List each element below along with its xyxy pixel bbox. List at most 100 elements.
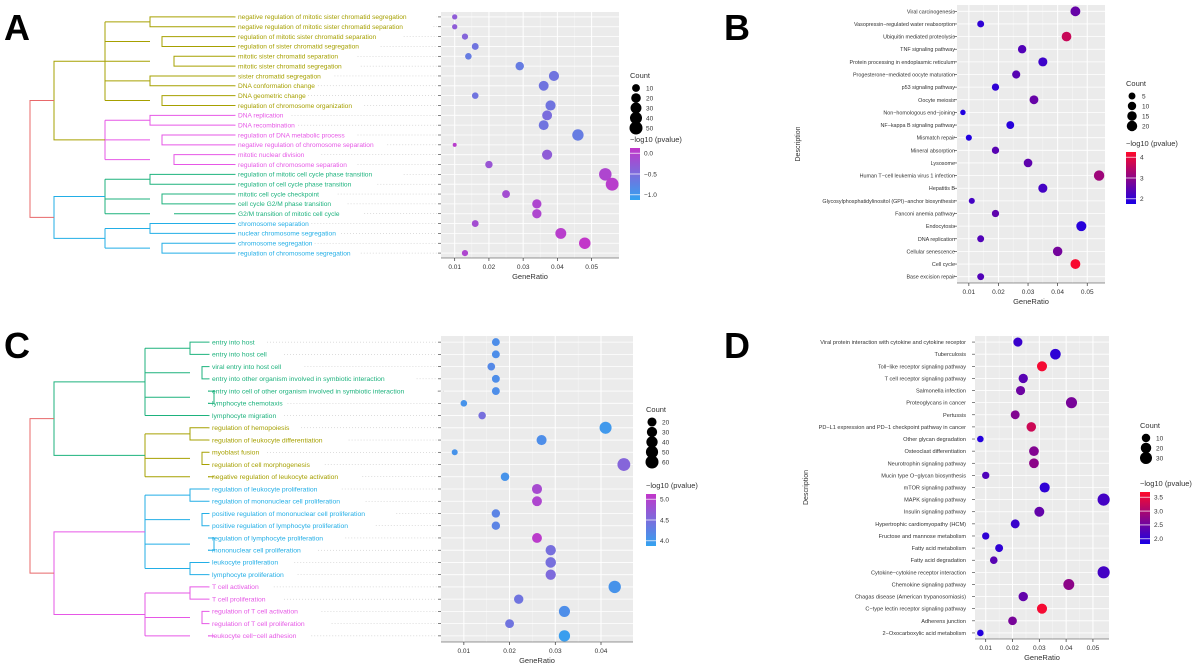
- term-label: Mucin type O−glycan biosynthesis: [881, 473, 966, 479]
- term-label: regulation of cell cycle phase transitio…: [238, 182, 352, 189]
- size-legend-label: 15: [1142, 113, 1150, 120]
- data-point: [977, 20, 985, 28]
- data-point: [965, 134, 972, 141]
- data-point: [982, 532, 990, 540]
- data-point: [1070, 6, 1081, 17]
- term-label: chromosome segregation: [238, 241, 313, 248]
- data-point: [1093, 170, 1105, 181]
- data-point: [991, 83, 1000, 91]
- term-label: regulation of DNA metabolic process: [238, 132, 345, 139]
- data-point: [491, 350, 500, 359]
- data-point: [977, 435, 984, 443]
- dendrogram-branch: [149, 114, 234, 126]
- term-label: positive regulation of mononuclear cell …: [212, 511, 365, 518]
- dendrogram-branch: [173, 154, 234, 166]
- dendrogram-branch: [201, 451, 208, 466]
- panel-label: B: [724, 7, 750, 48]
- term-label: DNA geometric change: [238, 93, 306, 100]
- x-tick-label: 0.03: [517, 264, 530, 271]
- term-label: positive regulation of lymphocyte prolif…: [212, 523, 348, 530]
- term-label: Fatty acid metabolism: [912, 546, 967, 552]
- term-label: regulation of mitotic cell cycle phase t…: [238, 172, 372, 179]
- term-label: Ubiquitin mediated proteolysis: [883, 35, 955, 41]
- panel-a: A 0.01 0.02 0.03 0.04 0.05 GeneRatio negative r…: [4, 7, 682, 281]
- term-label: negative regulation of leukocyte activat…: [212, 474, 338, 481]
- panel-label: A: [4, 7, 30, 48]
- size-legend-label: 10: [1156, 435, 1164, 442]
- term-label: entry into host cell: [212, 352, 267, 359]
- color-legend-label: 3.5: [1154, 495, 1163, 502]
- data-point: [1018, 591, 1028, 602]
- data-point: [558, 605, 570, 617]
- term-label: Hypertrophic cardiomyopathy (HCM): [875, 522, 966, 528]
- color-legend-label: 2.0: [1154, 536, 1163, 543]
- dendrogram-branch: [208, 537, 215, 551]
- data-point: [460, 400, 468, 407]
- dendrogram-branch: [189, 488, 208, 502]
- term-label: Proteoglycans in cancer: [906, 401, 966, 407]
- term-label: mitotic cell cycle checkpoint: [238, 191, 319, 198]
- data-point: [515, 61, 524, 71]
- x-tick-label: 0.02: [503, 648, 516, 655]
- data-point: [532, 209, 542, 219]
- dendrogram-branch: [189, 341, 208, 355]
- x-tick-label: 0.02: [1006, 645, 1019, 652]
- term-label: regulation of sister chromatid segregati…: [238, 44, 359, 51]
- color-legend-label: 2.5: [1154, 522, 1163, 529]
- term-label: Cell cycle: [932, 262, 955, 268]
- size-legend-label: 20: [662, 419, 670, 426]
- color-legend-label: 3.0: [1154, 508, 1163, 515]
- data-point: [558, 630, 571, 642]
- data-point: [538, 120, 549, 131]
- size-legend-key: [1140, 452, 1152, 464]
- data-point: [1052, 246, 1063, 257]
- color-legend-title: −log10 (pvalue): [630, 135, 682, 144]
- term-label: regulation of leukocyte proliferation: [212, 486, 318, 493]
- dendrogram-branch: [201, 610, 208, 625]
- data-point: [542, 110, 553, 121]
- data-point: [536, 435, 547, 446]
- dendrogram-branch: [208, 390, 215, 404]
- data-point: [1015, 385, 1026, 396]
- dendrogram-branch: [161, 36, 234, 47]
- size-legend-label: 30: [1156, 455, 1164, 462]
- size-legend-key: [1127, 111, 1137, 121]
- x-tick-label: 0.01: [458, 648, 471, 655]
- term-label: myoblast fusion: [212, 450, 259, 457]
- term-label: regulation of T cell proliferation: [212, 621, 305, 628]
- term-label: cell cycle G2/M phase transition: [238, 201, 331, 208]
- data-point: [1065, 397, 1078, 409]
- panel-d: D 0.01 0.02 0.03 0.04 0.05 GeneRatio Viral prot…: [724, 325, 1192, 662]
- size-legend-key: [1128, 92, 1136, 100]
- term-label: NF−kappa B signaling pathway: [881, 123, 956, 129]
- term-label: Adherens junction: [921, 619, 966, 625]
- dendrogram-branch: [149, 223, 234, 234]
- term-label: Cellular senescence: [906, 249, 955, 255]
- dendrogram-branch: [161, 242, 234, 254]
- data-point: [605, 177, 619, 191]
- color-legend-label: 4.5: [660, 517, 669, 524]
- size-legend-key: [1141, 433, 1151, 443]
- x-tick-label: 0.03: [1022, 289, 1035, 296]
- data-point: [452, 14, 458, 20]
- data-point: [545, 569, 556, 580]
- data-point: [1023, 158, 1033, 168]
- size-legend-label: 60: [662, 459, 670, 466]
- term-label: Glycosylphosphatidylinositol (GPI)−ancho…: [822, 199, 955, 205]
- term-label: Non−homologous end−joining: [883, 110, 955, 116]
- term-label: mononuclear cell proliferation: [212, 548, 301, 555]
- data-point: [531, 483, 543, 495]
- data-point: [991, 146, 1000, 154]
- data-point: [452, 142, 457, 147]
- data-point: [465, 52, 472, 60]
- term-label: regulation of cell morphogenesis: [212, 462, 310, 469]
- data-point: [1061, 31, 1072, 42]
- x-tick-label: 0.02: [992, 289, 1005, 296]
- data-point: [487, 362, 496, 371]
- term-label: negative regulation of chromosome separa…: [238, 142, 374, 149]
- color-legend-label: 4: [1140, 155, 1144, 162]
- data-point: [599, 421, 612, 434]
- data-point: [617, 458, 631, 471]
- term-label: Chemokine signaling pathway: [892, 582, 967, 588]
